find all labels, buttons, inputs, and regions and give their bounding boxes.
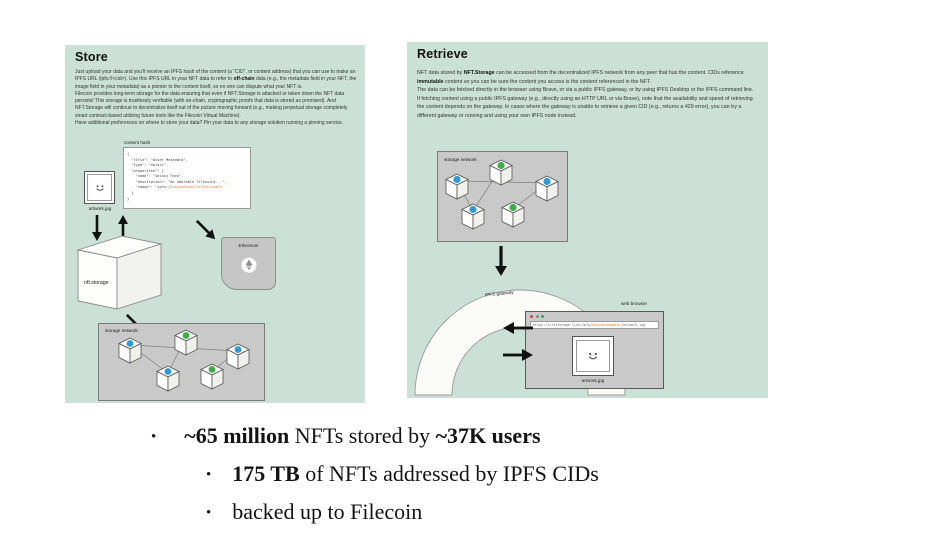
bullet-icon: • bbox=[206, 467, 212, 483]
retrieve-panel: Retrieve NFT data stored by NFT.Storage … bbox=[407, 42, 768, 398]
storage-network-label: storage network bbox=[105, 328, 138, 333]
bullet-icon: • bbox=[151, 429, 157, 445]
arrow-right-icon bbox=[503, 349, 533, 361]
storage-network-box: storage network bbox=[437, 151, 568, 242]
arrow-downright-icon bbox=[193, 217, 218, 242]
artwork-thumbnail bbox=[84, 171, 115, 204]
arrow-down-icon bbox=[495, 246, 507, 276]
ipfs-cid-text: bafybeigdyrzt5sfp7udm7h..." bbox=[172, 185, 231, 190]
retrieve-title: Retrieve bbox=[417, 47, 468, 61]
node-dot bbox=[234, 346, 242, 353]
bullet-text: 175 TB of NFTs addressed by IPFS CIDs bbox=[232, 461, 599, 486]
minimize-window-icon bbox=[535, 315, 539, 319]
storage-network-label: storage network bbox=[444, 157, 477, 162]
bullet-text: backed up to Filecoin bbox=[232, 499, 423, 524]
close-window-icon bbox=[530, 315, 534, 319]
store-p3: Have additional preferences on where to … bbox=[75, 119, 344, 126]
bullet-nfts-stored: • ~65 million NFTs stored by ~37K users bbox=[151, 423, 541, 449]
node-dot bbox=[497, 161, 505, 170]
retrieve-p3: If fetching content using a public IPFS … bbox=[417, 95, 753, 119]
store-description: Just upload your data and you'll receive… bbox=[75, 69, 359, 127]
bullet-filecoin-backup: • backed up to Filecoin bbox=[206, 499, 422, 525]
arrow-up-icon bbox=[118, 215, 128, 241]
ethereum-icon bbox=[241, 257, 256, 273]
cube-label: nft.storage bbox=[84, 280, 109, 286]
store-panel: Store Just upload your data and you'll r… bbox=[65, 45, 365, 403]
bullet-text: ~65 million NFTs stored by ~37K users bbox=[184, 423, 541, 448]
node-dot bbox=[208, 366, 216, 373]
zoom-window-icon bbox=[541, 315, 545, 319]
bullet-icon: • bbox=[206, 505, 212, 521]
storage-network-box: storage network bbox=[98, 323, 265, 401]
node-dot bbox=[126, 340, 134, 347]
node-dot bbox=[543, 177, 551, 186]
network-graph bbox=[118, 329, 250, 392]
store-p1: Just upload your data and you'll receive… bbox=[75, 69, 356, 83]
node-dot bbox=[469, 205, 477, 214]
artwork-thumbnail bbox=[572, 336, 614, 376]
web-browser-window: https://nftstorage.link/ipfs/bafybeiga6p… bbox=[525, 311, 664, 389]
ethereum-card: Ethereum bbox=[221, 237, 276, 290]
node-dot bbox=[164, 368, 172, 375]
store-p1-bold: off-chain bbox=[233, 76, 255, 83]
metadata-code-box: { "title": "Asset Metadata", "type": "ob… bbox=[123, 147, 251, 209]
network-graph bbox=[445, 159, 559, 230]
smiley-icon bbox=[588, 352, 598, 360]
retrieve-p2: The data can be fetched directly in the … bbox=[417, 87, 754, 94]
url-cid-text: bafybeiga6pebl bbox=[592, 323, 621, 327]
address-bar: https://nftstorage.link/ipfs/bafybeiga6p… bbox=[530, 321, 659, 329]
nft-storage-cube: nft.storage bbox=[76, 235, 163, 310]
node-dot bbox=[182, 332, 190, 339]
node-dot bbox=[453, 175, 461, 184]
arrow-left-icon bbox=[503, 322, 533, 334]
artwork-label: artwork.jpg bbox=[581, 378, 605, 383]
ethereum-label: Ethereum bbox=[238, 243, 259, 248]
retrieve-p1: NFT data stored by bbox=[417, 70, 464, 76]
node-dot bbox=[509, 203, 517, 212]
content-hash-label: content hash bbox=[124, 140, 151, 145]
artwork-label: artwork.jpg bbox=[88, 206, 112, 211]
arrow-down-icon bbox=[92, 215, 102, 241]
store-title: Store bbox=[75, 50, 108, 64]
window-controls bbox=[530, 315, 545, 319]
web-browser-label: web browser bbox=[621, 301, 648, 306]
bullet-tb-stored: • 175 TB of NFTs addressed by IPFS CIDs bbox=[206, 461, 599, 487]
store-p2: Filecoin provides long-term storage for … bbox=[75, 90, 348, 119]
retrieve-description: NFT data stored by NFT.Storage can be ac… bbox=[417, 69, 758, 120]
smiley-icon bbox=[95, 184, 104, 191]
